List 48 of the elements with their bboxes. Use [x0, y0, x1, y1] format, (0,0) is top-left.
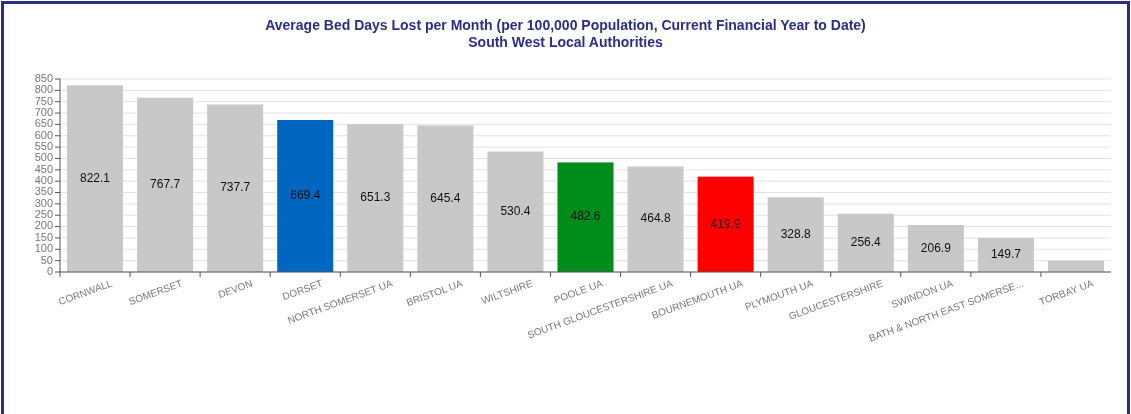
y-tick-label: 300 [34, 196, 53, 209]
data-label: 530.4 [500, 203, 531, 218]
data-label: 669.4 [290, 188, 321, 203]
bar [907, 225, 964, 272]
data-label: 419.9 [710, 216, 741, 231]
data-label: 737.7 [220, 180, 251, 195]
y-tick-label: 0 [46, 264, 53, 277]
bar [767, 197, 824, 272]
data-label: 464.8 [640, 211, 671, 226]
data-label: 149.7 [990, 247, 1022, 262]
data-label: 651.3 [360, 190, 391, 205]
bar [697, 176, 754, 272]
bar [207, 104, 264, 272]
data-label: 206.9 [920, 240, 952, 255]
y-tick-label: 500 [34, 151, 53, 164]
y-tick-label: 400 [34, 174, 53, 187]
data-label: 328.8 [780, 226, 812, 241]
data-label: 822.1 [80, 170, 111, 185]
bar [277, 120, 334, 272]
bar [557, 162, 614, 272]
data-label: 256.4 [850, 235, 882, 250]
y-tick-label: 800 [34, 83, 53, 96]
data-label: 482.6 [570, 209, 601, 224]
y-tick-label: 150 [34, 230, 53, 243]
bar [627, 166, 684, 272]
bar [137, 97, 194, 272]
bar [977, 238, 1034, 272]
y-tick-label: 100 [34, 242, 53, 255]
y-tick-label: 850 [34, 71, 53, 84]
y-tick-label: 650 [34, 117, 53, 130]
y-tick-label: 700 [34, 105, 53, 118]
chart-subtitle: South West Local Authorities [468, 34, 663, 50]
bar [837, 213, 894, 272]
data-label: 767.7 [150, 177, 181, 192]
y-tick-label: 750 [34, 94, 53, 107]
bar [347, 124, 404, 272]
bar [417, 125, 474, 272]
bar [487, 151, 544, 272]
y-tick-label: 250 [34, 208, 53, 221]
y-tick-label: 600 [34, 128, 53, 141]
y-tick-label: 450 [34, 162, 53, 175]
y-tick-label: 550 [34, 140, 53, 153]
y-tick-label: 50 [40, 253, 53, 266]
y-tick-label: 200 [34, 219, 53, 232]
y-tick-label: 350 [34, 185, 53, 198]
bar [67, 85, 124, 272]
data-label: 645.4 [430, 190, 461, 205]
chart-title: Average Bed Days Lost per Month (per 100,000 Population, Current Financial Year to Date) [265, 17, 866, 33]
